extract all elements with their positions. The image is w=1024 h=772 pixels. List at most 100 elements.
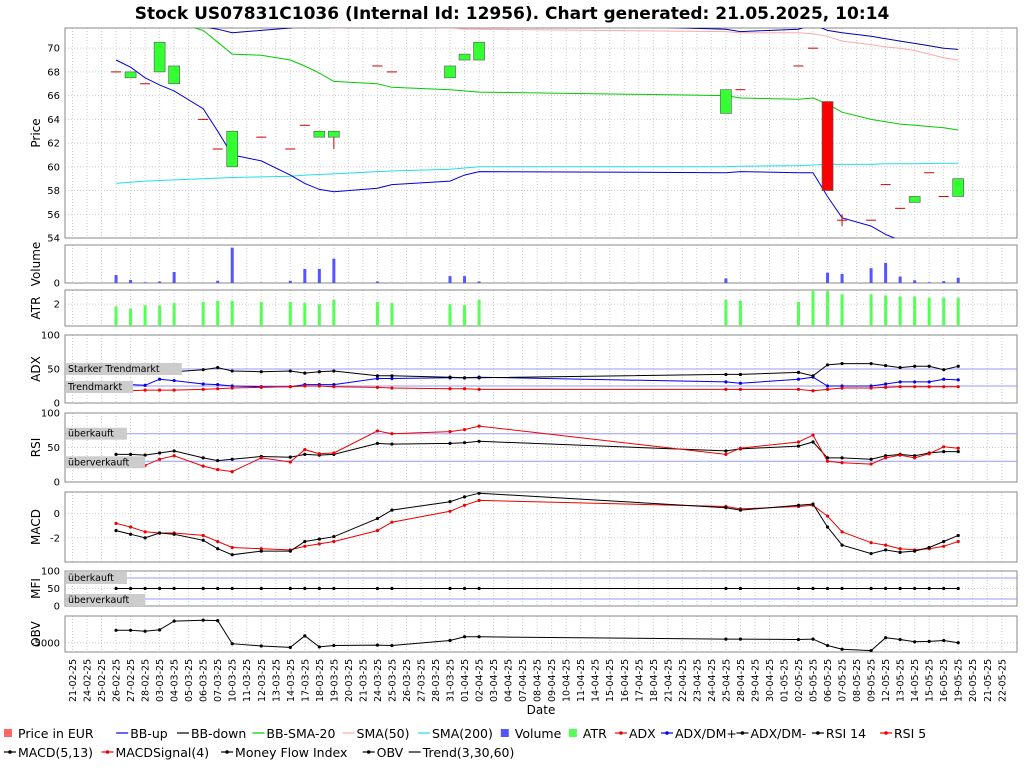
macd-line-point <box>913 550 916 553</box>
macd-y-tick-label: 0 <box>54 509 60 520</box>
atr-bar <box>216 301 219 326</box>
x-tick-label: 16-05-25 <box>939 659 950 702</box>
atr-bar <box>449 304 452 326</box>
rsi14-point <box>376 442 379 445</box>
x-tick-label: 20-05-25 <box>968 659 979 702</box>
adx-line-point <box>231 386 234 389</box>
rsi5-point <box>390 432 393 435</box>
volume-bar <box>870 268 873 283</box>
macd-signal-point <box>129 525 132 528</box>
x-tick-label: 25-03-25 <box>387 659 398 702</box>
macd-signal-point <box>390 521 393 524</box>
x-tick-label: 24-04-25 <box>707 659 718 702</box>
x-tick-label: 10-03-25 <box>228 659 239 702</box>
panel-rsi-grid <box>65 413 1017 482</box>
macd-line-point <box>303 540 306 543</box>
obv-point <box>739 637 742 640</box>
legend-label: Money Flow Index <box>235 745 347 760</box>
macd-signal-point <box>463 504 466 507</box>
x-tick-label: 25-02-25 <box>97 659 108 702</box>
adx-line-point <box>463 387 466 390</box>
mfi-y-tick-label: 100 <box>41 567 60 578</box>
x-tick-label: 27-02-25 <box>126 659 137 702</box>
adx-line-point <box>158 388 161 391</box>
macd-line-point <box>739 509 742 512</box>
legend-label: Price in EUR <box>18 726 94 741</box>
adx-line-point <box>797 388 800 391</box>
atr-bar <box>158 305 161 326</box>
rsi14-point <box>942 450 945 453</box>
obv-point <box>260 644 263 647</box>
x-tick-label: 05-03-25 <box>184 659 195 702</box>
atr-bar <box>173 303 176 326</box>
x-tick-label: 08-04-25 <box>533 659 544 702</box>
rsi14-point <box>158 451 161 454</box>
macd-line-point <box>114 529 117 532</box>
x-tick-label: 18-04-25 <box>649 659 660 702</box>
candle-body <box>822 102 833 191</box>
volume-bar <box>216 281 219 283</box>
legend-label: BB-up <box>130 726 168 741</box>
adx-line-point <box>724 388 727 391</box>
adx-line-point <box>448 387 451 390</box>
legend-marker <box>741 731 745 735</box>
obv-point <box>114 629 117 632</box>
legend-label: OBV <box>377 745 404 760</box>
x-tick-label: 22-04-25 <box>678 659 689 702</box>
x-tick-label: 15-05-25 <box>925 659 936 702</box>
mfi-annotation: überverkauft <box>68 595 130 606</box>
legend-label: ADX/DM+ <box>675 726 737 741</box>
legend-label: RSI 5 <box>894 726 926 741</box>
adx-y-tick-label: 50 <box>47 365 60 376</box>
candle-body <box>445 66 456 78</box>
legend-label: MACDSignal(4) <box>116 745 210 760</box>
macd-signal-point <box>942 545 945 548</box>
adx-line-point <box>477 388 480 391</box>
rsi5-point <box>811 433 814 436</box>
rsi5-point <box>158 458 161 461</box>
price-y-tick-label: 70 <box>47 44 60 55</box>
mfi-point <box>463 587 466 590</box>
panel-macd-frame <box>65 492 1017 562</box>
mfi-point <box>216 587 219 590</box>
atr-bar <box>202 302 205 326</box>
adx-annotation: Trendmarkt <box>67 382 122 393</box>
adx-line-point <box>942 385 945 388</box>
obv-point <box>303 634 306 637</box>
x-tick-label: 04-03-25 <box>170 659 181 702</box>
mfi-point <box>928 587 931 590</box>
volume-bar <box>913 280 916 283</box>
volume-bar <box>478 281 481 283</box>
obv-point <box>173 619 176 622</box>
obv-point <box>811 637 814 640</box>
rsi14-point <box>390 442 393 445</box>
mfi-point <box>477 587 480 590</box>
macd-line-point <box>826 525 829 528</box>
chart-title: Stock US07831C1036 (Internal Id: 12956).… <box>135 4 890 24</box>
macd-axis-label: MACD <box>29 509 43 545</box>
macd-y-tick-label: -2 <box>50 533 60 544</box>
legend-marker <box>665 731 669 735</box>
macd-signal-point <box>477 499 480 502</box>
macd-line-point <box>463 495 466 498</box>
macd-signal-point <box>448 510 451 513</box>
atr-axis-label: ATR <box>29 297 43 320</box>
adx-dm-minus-point <box>957 365 960 368</box>
mfi-point <box>332 587 335 590</box>
macd-line-point <box>231 553 234 556</box>
obv-point <box>463 635 466 638</box>
volume-bar <box>957 278 960 283</box>
atr-bar <box>884 295 887 326</box>
obv-point <box>216 619 219 622</box>
volume-bar <box>449 276 452 283</box>
x-tick-label: 11-03-25 <box>242 659 253 702</box>
adx-dm-minus-point <box>870 362 873 365</box>
adx-line-point <box>840 386 843 389</box>
macd-line-point <box>957 534 960 537</box>
obv-point <box>957 641 960 644</box>
adx-dm-minus-point <box>899 366 902 369</box>
legend-marker <box>816 731 820 735</box>
panel-atr-grid <box>65 290 1017 326</box>
mfi-annotation: überkauft <box>68 573 114 584</box>
volume-axis-label: Volume <box>29 242 43 287</box>
